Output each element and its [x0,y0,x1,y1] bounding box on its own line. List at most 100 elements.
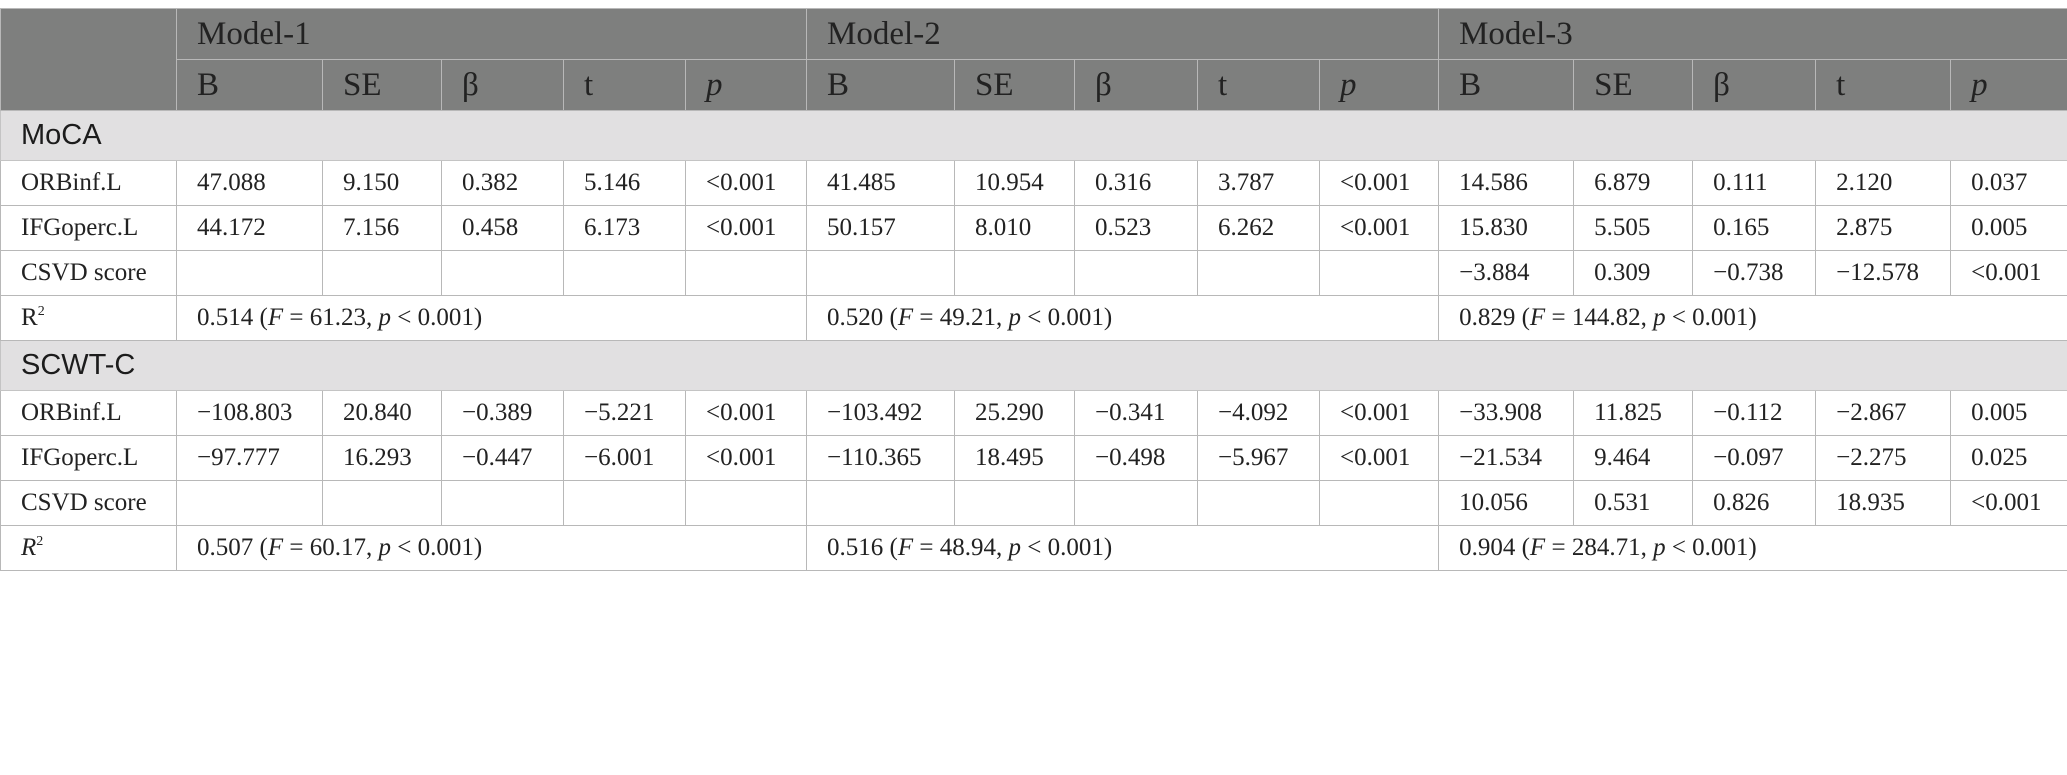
table-cell: <0.001 [1319,160,1440,206]
table-cell [806,480,956,526]
f-symbol: F [1529,534,1546,561]
table-body: MoCA ORBinf.L 47.088 9.150 0.382 5.146 <0.001 4… [0,110,2067,571]
row-label: IFGoperc.L [0,205,177,251]
model-3-header: Model-3 [1438,8,2067,60]
table-cell [806,250,956,296]
table-cell: 0.316 [1074,160,1199,206]
section-title: MoCA [0,110,2067,161]
table-cell: 0.037 [1950,160,2067,206]
table-cell: −5.967 [1197,435,1321,481]
table-cell: 5.505 [1573,205,1694,251]
row-label: CSVD score [0,250,177,296]
table-cell: −2.867 [1815,390,1952,436]
r-squared-label: R2 [0,525,177,571]
table-cell: −108.803 [176,390,323,436]
p-value: 0.001 [1047,534,1104,561]
table-cell: −103.492 [806,390,956,436]
table-cell [441,480,564,526]
table-cell: −110.365 [806,435,956,481]
table-cell: <0.001 [1950,250,2067,296]
table-cell: 41.485 [806,160,956,206]
stat-header-p: p [1950,59,2067,111]
r2-value: 0.514 [197,304,254,331]
r-squared-value-model-1: 0.514 (F = 61.23, p < 0.001) [175,295,808,341]
row-label: ORBinf.L [0,390,177,436]
model-1-header: Model-1 [175,8,808,60]
table-cell: <0.001 [1319,205,1440,251]
table-row: ORBinf.L 47.088 9.150 0.382 5.146 <0.001 41.48… [0,160,2067,206]
stat-header-se: SE [1573,59,1694,111]
table-cell [954,480,1076,526]
stat-header-t: t [1815,59,1952,111]
table-cell: 20.840 [322,390,442,436]
r2-value: 0.516 [827,534,884,561]
table-cell [563,480,686,526]
stat-header-b: B [176,59,323,111]
r-squared-superscript: 2 [36,534,44,549]
row-label: ORBinf.L [0,160,177,206]
table-cell: −6.001 [563,435,686,481]
table-cell: 5.146 [563,160,686,206]
section-row: MoCA [0,110,2067,161]
stat-header-beta: β [1074,59,1199,111]
table-cell: 8.010 [954,205,1076,251]
stat-header-se: SE [954,59,1076,111]
table-cell: 0.382 [441,160,564,206]
less-than-sign: < [1021,304,1048,331]
table-cell: 9.464 [1573,435,1694,481]
equals-sign: = [1545,534,1572,561]
header-corner-cell [0,8,177,111]
f-value: 61.23 [309,304,366,331]
table-cell: −0.341 [1074,390,1199,436]
table-row: CSVD score −3.884 0.309 −0.738 −12.578 <0.001 [0,250,2067,296]
table-cell: −0.097 [1692,435,1817,481]
table-cell: 25.290 [954,390,1076,436]
table-cell: <0.001 [684,435,808,481]
table-cell: 10.056 [1438,480,1575,526]
table-cell: 18.935 [1815,480,1952,526]
less-than-sign: < [1021,534,1048,561]
table-cell: 47.088 [176,160,323,206]
stat-header-p: p [1319,59,1440,111]
r-squared-symbol: R [21,304,38,331]
table-cell: 0.025 [1950,435,2067,481]
table-row: CSVD score 10.056 0.531 0.826 18.935 <0.001 [0,480,2067,526]
r2-value: 0.507 [197,534,254,561]
stat-header-se: SE [322,59,442,111]
less-than-sign: < [390,534,418,561]
p-value: 0.001 [1047,304,1104,331]
table-cell: 50.157 [806,205,956,251]
f-value: 48.94 [939,534,997,561]
table-cell [563,250,686,296]
equals-sign: = [283,304,310,331]
table-cell: 0.005 [1950,205,2067,251]
table-cell: −3.884 [1438,250,1575,296]
f-value: 284.71 [1571,534,1641,561]
table-cell: 14.586 [1438,160,1575,206]
table-cell: 3.787 [1197,160,1321,206]
r2-value: 0.829 [1459,304,1516,331]
table-row: IFGoperc.L 44.172 7.156 0.458 6.173 <0.001 50.… [0,205,2067,251]
p-value: 0.001 [417,304,474,331]
table-cell: 9.150 [322,160,442,206]
f-symbol: F [267,304,284,331]
r-squared-value-model-1: 0.507 (F = 60.17, p < 0.001) [175,525,808,571]
table-cell: −0.447 [441,435,564,481]
row-label: CSVD score [0,480,177,526]
stat-header-b: B [1438,59,1575,111]
f-symbol: F [897,534,914,561]
r-squared-value-model-2: 0.516 (F = 48.94, p < 0.001) [806,525,1440,571]
table-cell: <0.001 [1319,435,1440,481]
table-cell: 0.165 [1692,205,1817,251]
p-symbol: p [1008,304,1022,331]
table-cell: 0.111 [1692,160,1817,206]
table-cell: 16.293 [322,435,442,481]
f-symbol: F [897,304,914,331]
table-cell: 11.825 [1573,390,1694,436]
table-cell: 0.523 [1074,205,1199,251]
table-cell: 2.875 [1815,205,1952,251]
r-squared-row: R2 0.514 (F = 61.23, p < 0.001) 0.520 (F =… [0,295,2067,341]
f-value: 60.17 [309,534,366,561]
r-squared-value-model-3: 0.904 (F = 284.71, p < 0.001) [1438,525,2067,571]
model-2-header: Model-2 [806,8,1440,60]
